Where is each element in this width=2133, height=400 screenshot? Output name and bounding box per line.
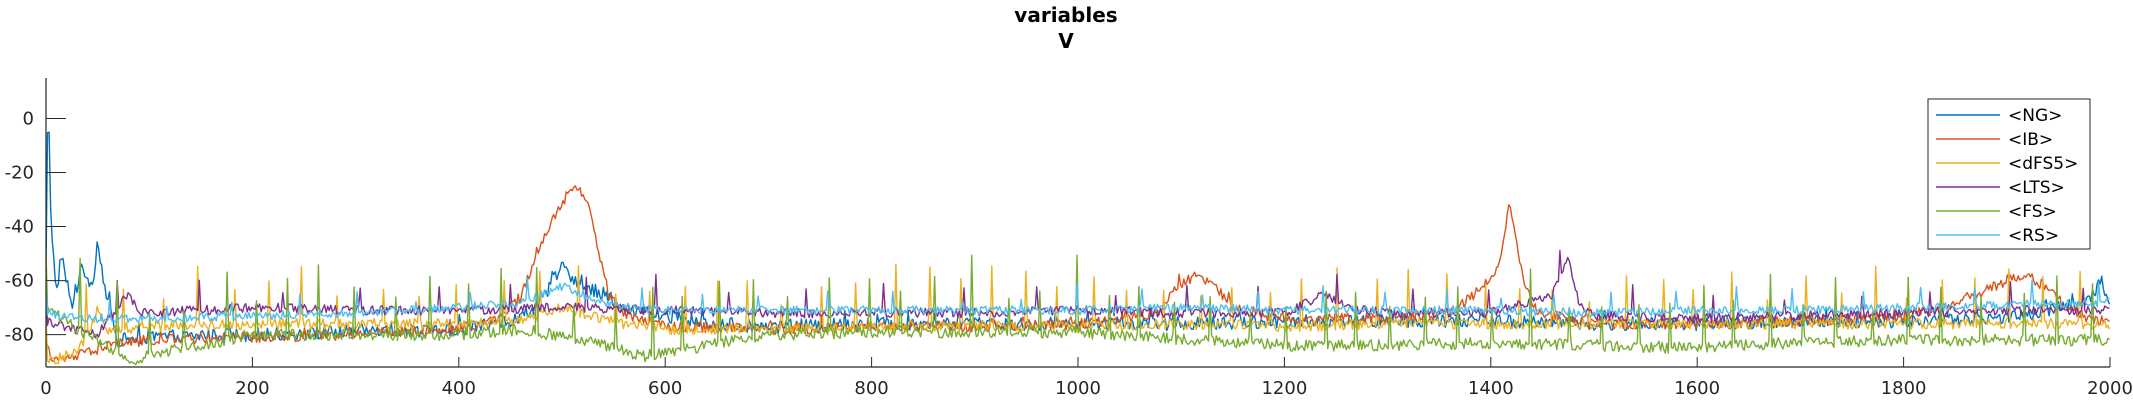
x-tick-label: 1800 [1881,378,1927,399]
y-tick-label: -80 [5,325,34,346]
x-tick-label: 1400 [1468,378,1514,399]
x-tick-label: 2000 [2087,378,2133,399]
legend-label: <LTS> [2008,178,2065,198]
y-tick-label: -40 [5,217,34,238]
legend-label: <IB> [2008,130,2053,150]
axes: 0 200 400 600 800 1000 1200 1400 1600 1800 2000 0 -2… [5,78,2133,399]
x-tick-label: 200 [235,378,269,399]
x-tick-label: 1000 [1055,378,1101,399]
x-tick-label: 600 [648,378,682,399]
x-tick-label: 1200 [1261,378,1307,399]
plot-area: 0 200 400 600 800 1000 1200 1400 1600 1800 2000 0 -2… [5,78,2133,399]
x-tick-label: 400 [442,378,476,399]
x-tick-label: 800 [854,378,888,399]
series-line-6 [46,277,2110,324]
series-group [46,131,2110,366]
legend-label: <NG> [2008,106,2062,126]
y-tick-label: -20 [5,163,34,184]
legend-label: <RS> [2008,226,2059,246]
legend: <NG> <IB> <dFS5> <LTS> <FS> <RS> [1927,98,2091,250]
x-tick-label: 0 [40,378,51,399]
legend-box [1927,98,2091,250]
chart-title-line-2: V [1058,29,1074,53]
legend-label: <FS> [2008,202,2057,222]
y-tick-label: -60 [5,271,34,292]
x-tick-label: 1600 [1674,378,1720,399]
series-line-3 [46,263,2110,365]
chart-title-line-1: variables [1014,3,1117,27]
y-tick-label: 0 [23,109,34,130]
legend-label: <dFS5> [2008,154,2078,174]
